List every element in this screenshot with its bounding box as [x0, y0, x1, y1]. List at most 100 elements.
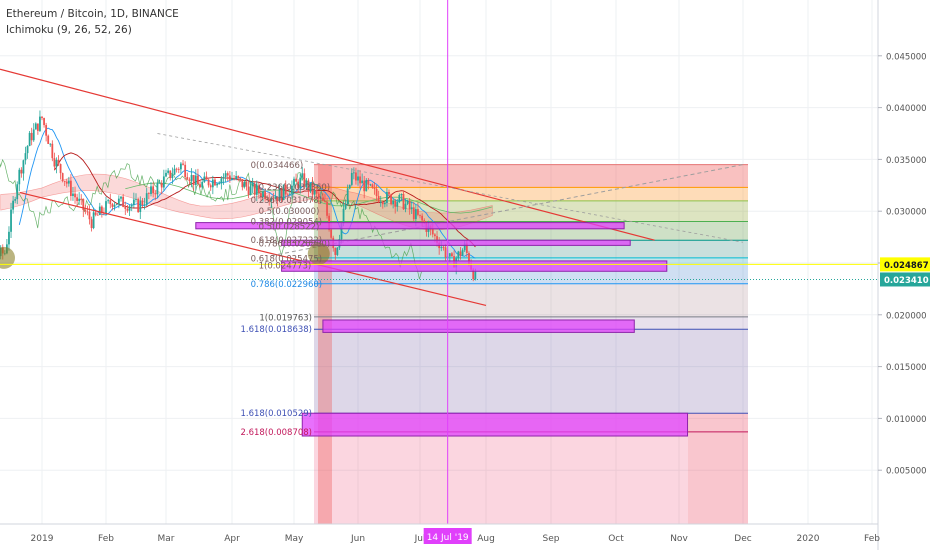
- support-box: [322, 319, 635, 333]
- candle-body: [410, 207, 413, 209]
- candle-body: [315, 190, 318, 194]
- candle-body: [74, 193, 76, 198]
- candle-body: [107, 200, 110, 202]
- candle-body: [47, 135, 50, 144]
- candle-body: [53, 158, 56, 167]
- fib-band: [314, 283, 748, 317]
- candle-body: [398, 194, 401, 203]
- candle-body: [468, 253, 470, 264]
- candle-body: [309, 183, 312, 191]
- candle-body: [272, 198, 275, 199]
- x-tick-label: Sep: [543, 534, 560, 544]
- candle-body: [301, 173, 304, 178]
- candle-body: [434, 234, 436, 237]
- candle-body: [282, 184, 285, 201]
- candle-body: [120, 196, 122, 199]
- fib-label: 0.5(0.028522): [259, 223, 320, 233]
- candle-body: [124, 207, 127, 209]
- candle-body: [288, 193, 291, 195]
- candle-body: [379, 201, 382, 203]
- candle-body: [251, 183, 254, 187]
- candle-body: [115, 204, 118, 205]
- candle-body: [357, 176, 359, 181]
- candle-body: [319, 197, 322, 199]
- candle-body: [45, 125, 48, 136]
- fib-label: 0(0.034466): [251, 161, 304, 171]
- candle-body: [408, 200, 411, 209]
- fib-label: 2.618(0.008708): [240, 428, 312, 438]
- candle-body: [98, 206, 101, 215]
- candle-body: [105, 201, 107, 214]
- candle-body: [100, 206, 103, 213]
- candle-body: [268, 199, 271, 202]
- fib-label: 1.618(0.018638): [240, 325, 312, 335]
- candle-body: [152, 186, 155, 194]
- candle-body: [88, 211, 91, 220]
- candle-body: [330, 229, 333, 238]
- candle-body: [113, 204, 116, 207]
- candle-body: [414, 209, 417, 220]
- symbol-title: Ethereum / Bitcoin, 1D, BINANCE: [6, 8, 179, 20]
- candle-body: [350, 172, 353, 185]
- fib-label: 0.786(0.026880): [259, 239, 331, 249]
- candle-body: [371, 184, 374, 188]
- candle-body: [147, 193, 150, 194]
- fib-label: 0.786(0.022960): [251, 280, 323, 290]
- support-box: [281, 239, 631, 246]
- y-tick-label: 0.040000: [886, 104, 927, 114]
- candle-body: [363, 180, 366, 192]
- indicator-legend[interactable]: Ichimoku (9, 26, 52, 26): [6, 24, 132, 36]
- candle-body: [156, 183, 159, 195]
- candle-body: [59, 164, 62, 174]
- x-tick-label: Dec: [734, 534, 751, 544]
- candle-body: [205, 176, 208, 180]
- candle-body: [245, 182, 248, 187]
- candle-body: [270, 198, 273, 202]
- x-tick-label: May: [285, 534, 304, 544]
- candle-body: [313, 190, 316, 195]
- candle-body: [375, 188, 378, 197]
- crosshair-date-label: 14 Jul '19: [427, 533, 469, 543]
- candle-body: [431, 229, 434, 235]
- candle-body: [12, 200, 14, 210]
- price-tag-box: [880, 257, 930, 272]
- candle-body: [459, 251, 462, 256]
- x-tick-label: Mar: [158, 534, 175, 544]
- candle-body: [311, 183, 314, 195]
- candle-body: [20, 169, 23, 174]
- candle-body: [359, 176, 361, 184]
- price-tag-label: 0.023410: [884, 276, 929, 286]
- candle-body: [299, 177, 302, 189]
- candle-body: [175, 168, 178, 170]
- candle-body: [262, 191, 264, 197]
- candle-body: [442, 247, 445, 248]
- candle-body: [186, 177, 189, 180]
- candle-body: [65, 181, 68, 184]
- fib-label: 0.382(0.029054): [251, 218, 323, 228]
- candle-body: [184, 164, 187, 178]
- fib-label: 0.618(0.027222): [251, 236, 323, 246]
- candle-body: [224, 173, 227, 177]
- candle-body: [336, 247, 339, 255]
- candle-body: [226, 173, 229, 176]
- candle-body: [444, 247, 447, 258]
- y-tick-label: 0.020000: [886, 311, 927, 321]
- candle-body: [293, 178, 295, 186]
- candle-body: [228, 175, 231, 180]
- candle-body: [474, 271, 477, 280]
- candle-body: [278, 189, 281, 201]
- candle-body: [322, 197, 324, 201]
- candle-body: [400, 193, 403, 195]
- candle-body: [284, 184, 287, 195]
- candle-body: [369, 184, 372, 186]
- candle-body: [72, 193, 74, 196]
- fib-band: [314, 329, 748, 414]
- candle-body: [167, 170, 170, 173]
- candle-body: [143, 204, 146, 206]
- trendline-lower: [19, 191, 487, 307]
- candle-body: [231, 178, 233, 180]
- candle-body: [253, 183, 256, 195]
- candle-body: [472, 269, 475, 280]
